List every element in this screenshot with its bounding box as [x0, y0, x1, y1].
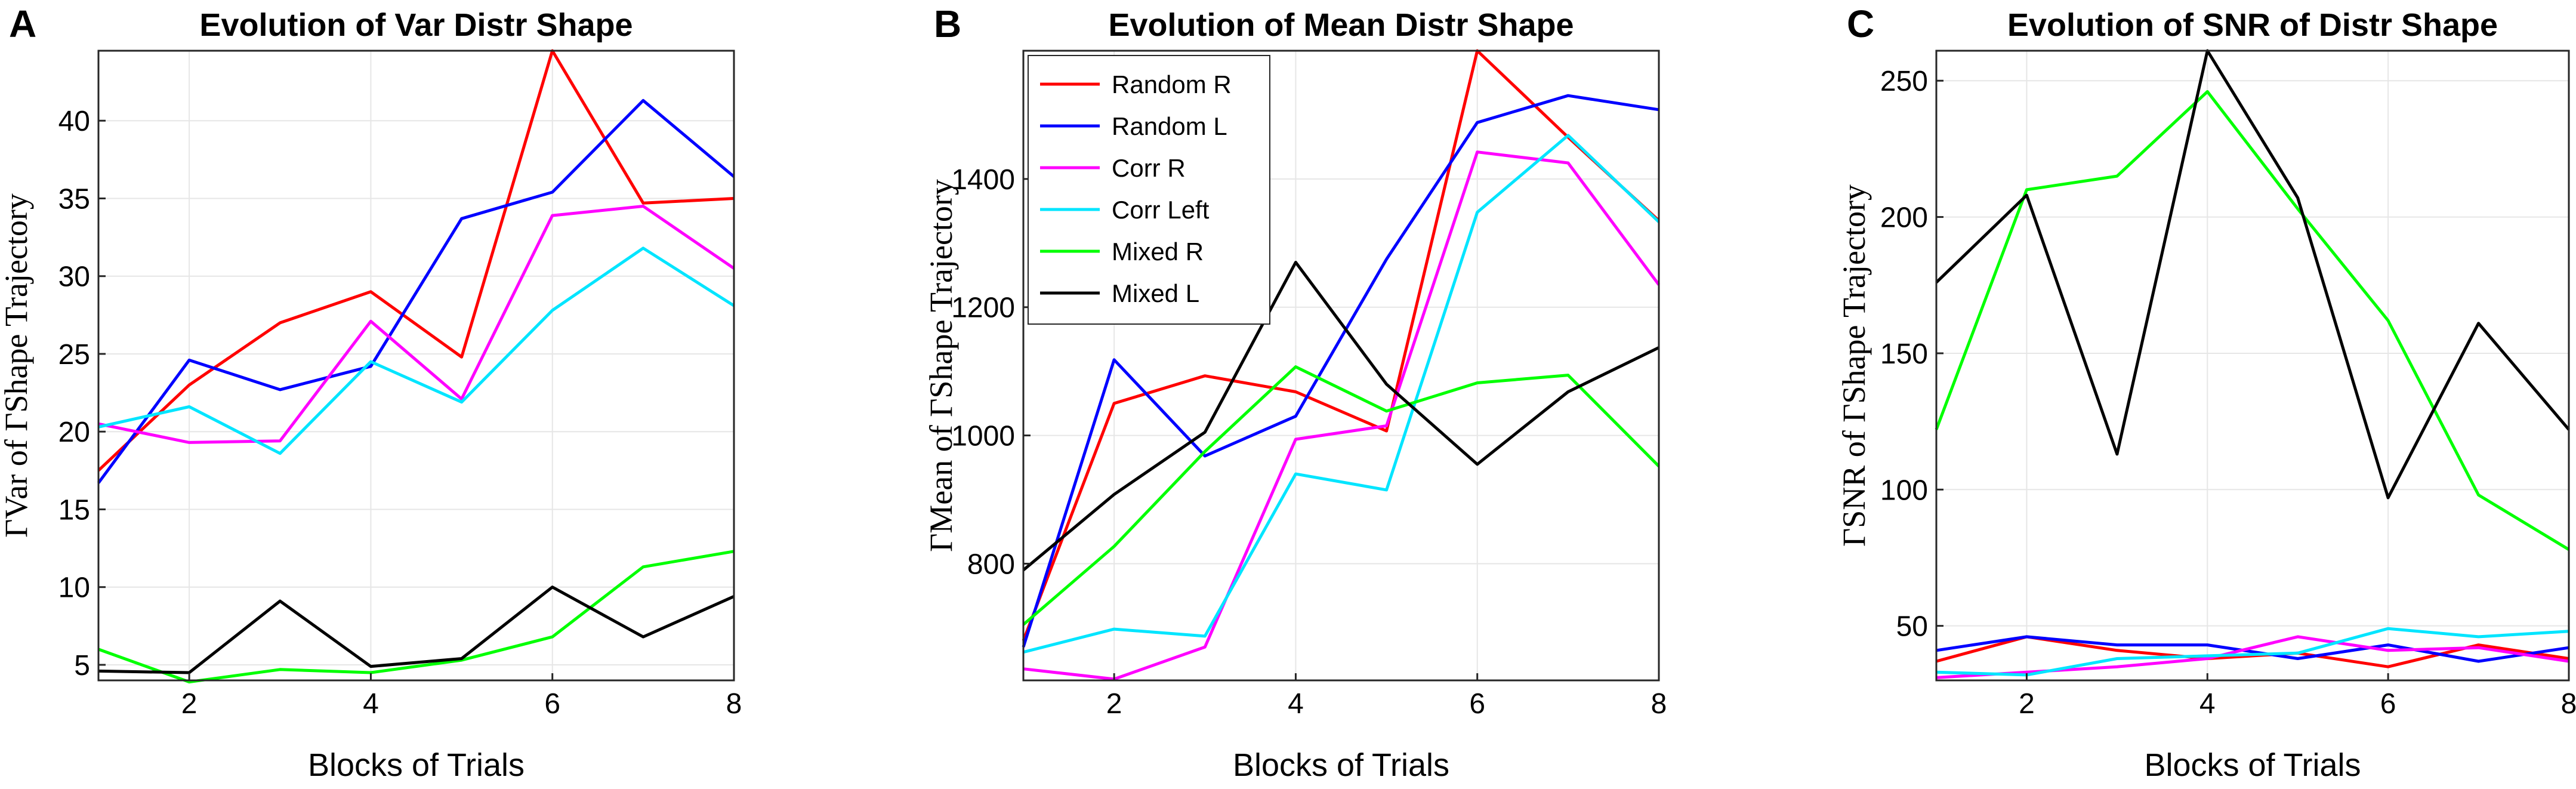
x-tick-label: 6	[1469, 688, 1485, 720]
series-line-random-l	[97, 98, 735, 484]
y-tick-label: 10	[58, 572, 90, 604]
y-tick-label: 1400	[951, 164, 1015, 196]
series-line-mixed-l	[98, 585, 735, 674]
x-tick-label: 6	[544, 688, 560, 720]
y-tick-label: 800	[967, 548, 1015, 580]
series-line-random-l	[1022, 94, 1659, 648]
legend-label: Mixed L	[1112, 279, 1199, 307]
legend: Random R Random L Corr R Corr Left Mixed R Mi…	[1028, 55, 1270, 325]
series-line-mixed-l	[1022, 261, 1660, 572]
y-tick-label: 35	[58, 183, 90, 215]
y-tick-label: 50	[1896, 611, 1928, 643]
axes-frame	[1022, 50, 1660, 682]
series-line-random-r	[1022, 49, 1660, 642]
series-line-corr-left	[1023, 134, 1660, 654]
x-tick-label: 8	[726, 688, 742, 720]
y-tick-label: 1000	[951, 421, 1015, 452]
chart-panel-a: 2 4 6 8 5 10 15 20 25 30 35 40 Evolution of Var Dist…	[0, 2, 742, 783]
x-axis-label: Blocks of Trials	[2144, 747, 2361, 783]
series-line-corr-r	[98, 205, 735, 444]
panel-letter: A	[9, 2, 36, 45]
x-tick-label: 2	[181, 688, 198, 720]
legend-label: Random R	[1112, 70, 1232, 98]
chart-panel-c: 2 4 6 8 50 100 150 200 250 Evolution of SNR of Di…	[1836, 2, 2576, 783]
x-tick-label: 4	[363, 688, 379, 720]
x-tick-label: 4	[1288, 688, 1304, 720]
legend-label: Mixed R	[1112, 238, 1204, 266]
legend-label: Random L	[1112, 112, 1227, 140]
panel-letter: B	[934, 2, 961, 45]
x-tick-label: 8	[2561, 688, 2576, 720]
y-tick-label: 150	[1880, 338, 1928, 370]
x-tick-label: 4	[2199, 688, 2216, 720]
y-tick-label: 1200	[951, 292, 1015, 324]
x-tick-label: 8	[1651, 688, 1667, 720]
y-tick-label: 5	[74, 650, 90, 682]
y-tick-label: 20	[58, 417, 90, 448]
y-tick-label: 100	[1880, 474, 1928, 506]
series-line-mixed-l	[1935, 49, 2570, 500]
chart-panel-b: 2 4 6 8 800 1000 1200 1400 Evolution of Mean Dis…	[923, 2, 1667, 783]
series-line-corr-left	[1936, 627, 2569, 677]
x-tick-label: 2	[1106, 688, 1122, 720]
series-line-corr-r	[1023, 150, 1661, 681]
y-axis-label: ΓMean of ΓShape Trajectory	[923, 179, 959, 552]
chart-title: Evolution of SNR of Distr Shape	[2007, 7, 2498, 43]
legend-box	[1028, 55, 1270, 325]
series-line-random-l	[1936, 635, 2569, 663]
legend-label: Corr Left	[1112, 196, 1210, 224]
y-tick-label: 40	[58, 106, 90, 137]
y-tick-label: 30	[58, 261, 90, 293]
panel-letter: C	[1847, 2, 1874, 45]
series-line-mixed-r	[1022, 365, 1660, 626]
y-tick-label: 15	[58, 494, 90, 526]
y-tick-label: 25	[58, 339, 90, 371]
x-tick-label: 2	[2019, 688, 2035, 720]
legend-label: Corr R	[1112, 154, 1186, 182]
y-axis-label: ΓVar of ΓShape Trajectory	[0, 193, 34, 538]
y-tick-label: 250	[1880, 66, 1928, 97]
x-tick-label: 6	[2380, 688, 2396, 720]
series-line-random-r	[97, 49, 735, 472]
chart-title: Evolution of Var Distr Shape	[199, 7, 633, 43]
x-axis-label: Blocks of Trials	[308, 747, 525, 783]
x-axis-label: Blocks of Trials	[1233, 747, 1449, 783]
axes-frame	[1935, 50, 2570, 682]
axes-frame	[97, 50, 735, 682]
y-tick-label: 200	[1880, 202, 1928, 234]
series-line-corr-left	[98, 246, 735, 455]
series-line-mixed-r	[1935, 90, 2570, 551]
chart-title: Evolution of Mean Distr Shape	[1108, 7, 1574, 43]
y-axis-label: ΓSNR of ΓShape Trajectory	[1836, 184, 1872, 547]
